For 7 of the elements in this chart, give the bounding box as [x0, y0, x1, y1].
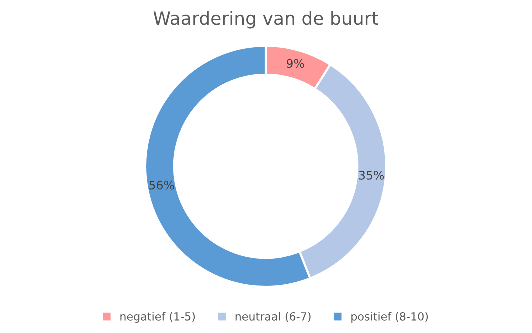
legend-label: neutraal (6-7): [236, 312, 311, 322]
legend-label: negatief (1-5): [120, 312, 196, 323]
data-label: 35%: [359, 170, 384, 180]
legend-label: positief (8-10): [352, 312, 428, 323]
data-label: 9%: [286, 59, 304, 68]
chart-title: Waardering van de buurt: [154, 11, 378, 29]
data-label: 56%: [150, 180, 174, 190]
